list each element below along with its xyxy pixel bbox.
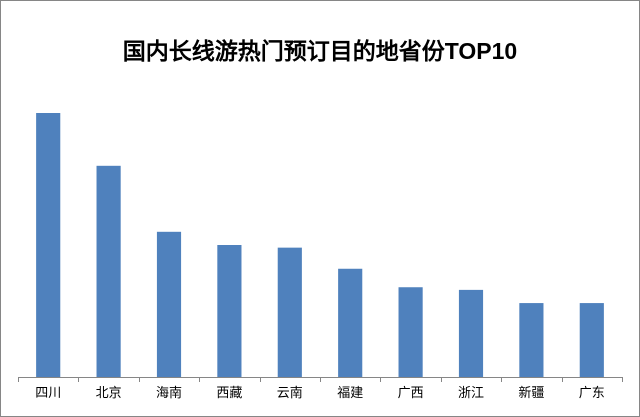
bar-1 [36, 113, 61, 377]
chart-title: 国内长线游热门预订目的地省份TOP10 [123, 38, 517, 64]
bar-4 [217, 245, 242, 377]
bar-5 [277, 247, 302, 377]
bar-8 [458, 289, 484, 377]
x-tick-label-8: 浙江 [458, 385, 484, 400]
bar-2 [96, 165, 121, 377]
x-axis-labels: 四川 北京 海南 西藏 云南 福建 广西 浙江 新疆 广东 [35, 385, 605, 400]
x-tick-label-7: 广西 [398, 385, 424, 400]
x-axis-ticks [18, 377, 623, 382]
x-tick-label-5: 云南 [277, 385, 303, 400]
x-tick-label-10: 广东 [579, 385, 605, 400]
bar-10 [579, 303, 604, 377]
x-tick-label-9: 新疆 [518, 385, 544, 400]
x-tick-label-1: 四川 [35, 385, 61, 400]
bar-7 [398, 287, 423, 377]
x-tick-label-6: 福建 [337, 385, 363, 400]
x-tick-label-4: 西藏 [216, 385, 242, 400]
x-tick-label-2: 北京 [96, 385, 122, 400]
bar-3 [156, 231, 182, 377]
bar-series [36, 113, 604, 377]
x-tick-label-3: 海南 [156, 385, 182, 400]
bar-6 [338, 268, 363, 377]
bar-9 [519, 303, 544, 377]
